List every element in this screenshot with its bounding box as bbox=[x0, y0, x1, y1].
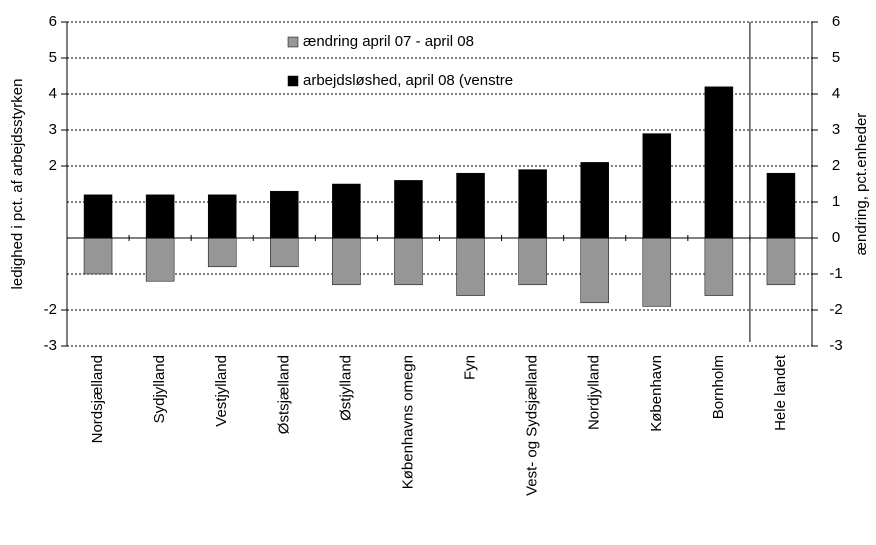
y2-tick-label: 6 bbox=[832, 13, 840, 30]
x-tick-label: Nordsjælland bbox=[89, 355, 106, 443]
bar bbox=[642, 133, 672, 239]
bar bbox=[83, 237, 113, 275]
bar bbox=[394, 237, 423, 286]
y2-tick-label: -1 bbox=[829, 265, 842, 282]
bar bbox=[456, 237, 485, 296]
bar bbox=[766, 172, 796, 239]
bar bbox=[270, 237, 299, 268]
y-tick-label: 4 bbox=[49, 85, 57, 102]
y2-tick-label: 1 bbox=[832, 193, 840, 210]
legend-background bbox=[270, 30, 532, 54]
bar bbox=[518, 169, 547, 239]
x-tick-label: Sydjylland bbox=[151, 355, 168, 423]
x-tick-label: Vest- og Sydsjælland bbox=[524, 355, 541, 496]
y-tick-label: 6 bbox=[49, 13, 57, 30]
legend-label: ændring april 07 - april 08 bbox=[303, 33, 474, 50]
bar bbox=[270, 190, 299, 239]
bar bbox=[207, 194, 237, 239]
y2-tick-label: 4 bbox=[832, 85, 840, 102]
y2-tick-label: 0 bbox=[832, 229, 840, 246]
legend-label: arbejdsløshed, april 08 (venstre bbox=[303, 72, 513, 89]
bar bbox=[580, 162, 609, 239]
bar bbox=[332, 237, 361, 286]
x-tick-label: Bornholm bbox=[710, 355, 727, 419]
y-tick-label: -2 bbox=[44, 301, 57, 318]
y-tick-label: -3 bbox=[44, 337, 57, 354]
bar bbox=[145, 194, 175, 239]
y2-tick-label: -2 bbox=[829, 301, 842, 318]
x-tick-label: Hele landet bbox=[772, 354, 789, 431]
legend-background bbox=[270, 69, 532, 93]
y2-axis-title: ændring, pct.enheder bbox=[853, 113, 870, 256]
x-tick-label: Nordjylland bbox=[586, 355, 603, 430]
y2-tick-label: 2 bbox=[832, 157, 840, 174]
bar bbox=[518, 237, 547, 286]
y2-tick-label: 5 bbox=[832, 49, 840, 66]
bar bbox=[642, 237, 672, 307]
y2-tick-label: 3 bbox=[832, 121, 840, 138]
bar bbox=[332, 183, 361, 239]
x-tick-label: Østjylland bbox=[337, 355, 354, 421]
x-tick-label: Vestjylland bbox=[213, 355, 230, 427]
bar bbox=[83, 194, 113, 239]
y-axis-title: ledighed i pct. af arbejdsstyrken bbox=[9, 79, 26, 290]
bar bbox=[145, 237, 175, 282]
x-tick-label: Østsjælland bbox=[275, 355, 292, 434]
x-tick-label: Københavns omegn bbox=[399, 355, 416, 489]
x-tick-label: Fyn bbox=[462, 355, 479, 380]
y2-tick-label: -3 bbox=[829, 337, 842, 354]
bar bbox=[394, 180, 423, 239]
bar bbox=[580, 237, 609, 304]
y-tick-label: 5 bbox=[49, 49, 57, 66]
y-tick-label: 3 bbox=[49, 121, 57, 138]
bar bbox=[704, 86, 734, 239]
bar bbox=[456, 172, 485, 239]
y-tick-label: 2 bbox=[49, 157, 57, 174]
legend-swatch bbox=[287, 75, 299, 87]
bar bbox=[207, 237, 237, 268]
bar bbox=[704, 237, 734, 296]
bar bbox=[766, 237, 796, 286]
legend-swatch bbox=[287, 36, 299, 48]
x-tick-label: København bbox=[648, 355, 665, 432]
